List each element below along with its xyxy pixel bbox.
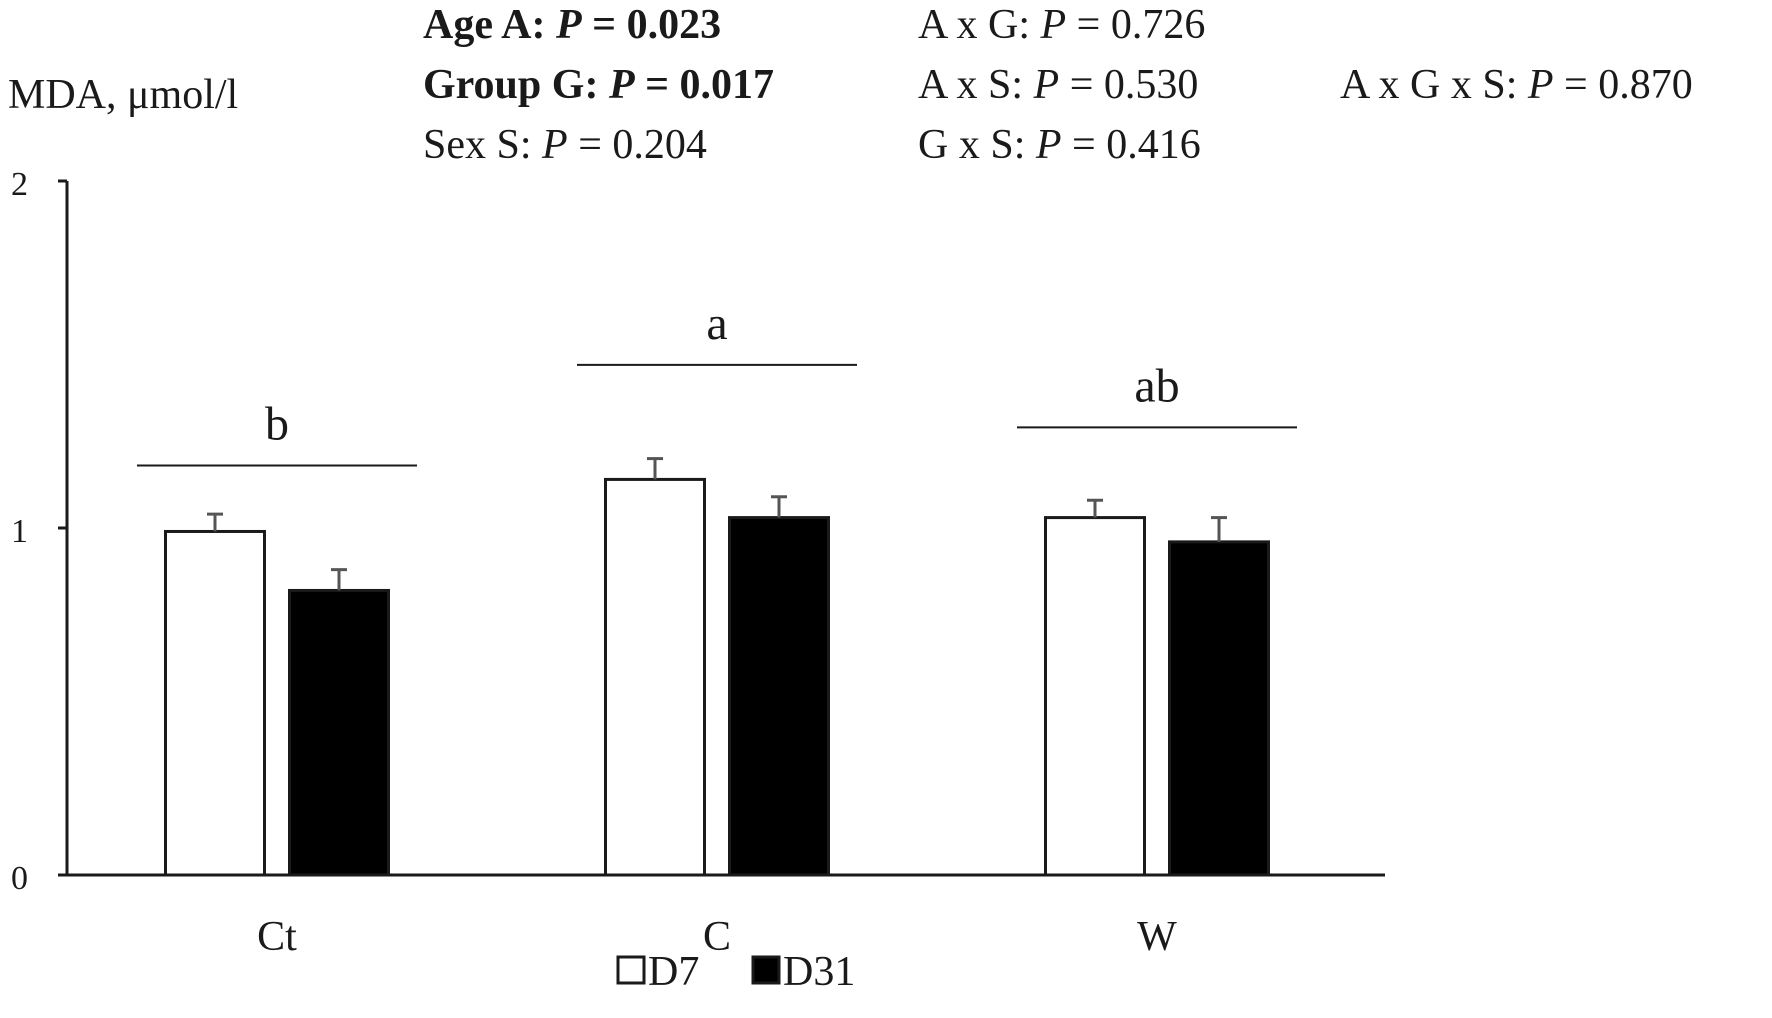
stat-axgxs: A x G x S: P = 0.870 (1340, 62, 1693, 108)
y-tick-label: 2 (11, 166, 28, 203)
x-tick-label: C (703, 914, 731, 960)
legend-swatch-d31 (751, 955, 781, 985)
bar-d31-ct (288, 588, 390, 877)
x-tick-label: Ct (257, 914, 297, 960)
y-tick-label: 1 (11, 513, 28, 550)
stat-axg: A x G: P = 0.726 (918, 2, 1205, 48)
legend-label-d7: D7 (648, 949, 699, 995)
bar-d7-w (1044, 516, 1146, 877)
bar-d7-ct (164, 529, 266, 877)
x-tick-label: W (1137, 914, 1177, 960)
significance-letter: ab (1134, 359, 1179, 412)
stat-sex: Sex S: P = 0.204 (423, 122, 707, 168)
y-tick-label: 0 (11, 860, 28, 897)
stat-axs: A x S: P = 0.530 (918, 62, 1198, 108)
y-axis-label: MDA, μmol/l (8, 72, 238, 118)
stat-group: Group G: P = 0.017 (423, 62, 774, 108)
legend-label-d31: D31 (783, 949, 855, 995)
significance-letter: a (706, 297, 727, 350)
stat-age: Age A: P = 0.023 (423, 2, 721, 48)
bar-d7-c (604, 477, 706, 877)
bar-d31-w (1168, 540, 1270, 877)
bar-d31-c (728, 516, 830, 877)
significance-letter: b (265, 398, 289, 451)
legend-swatch-d7 (616, 955, 646, 985)
stat-gxs: G x S: P = 0.416 (918, 122, 1201, 168)
